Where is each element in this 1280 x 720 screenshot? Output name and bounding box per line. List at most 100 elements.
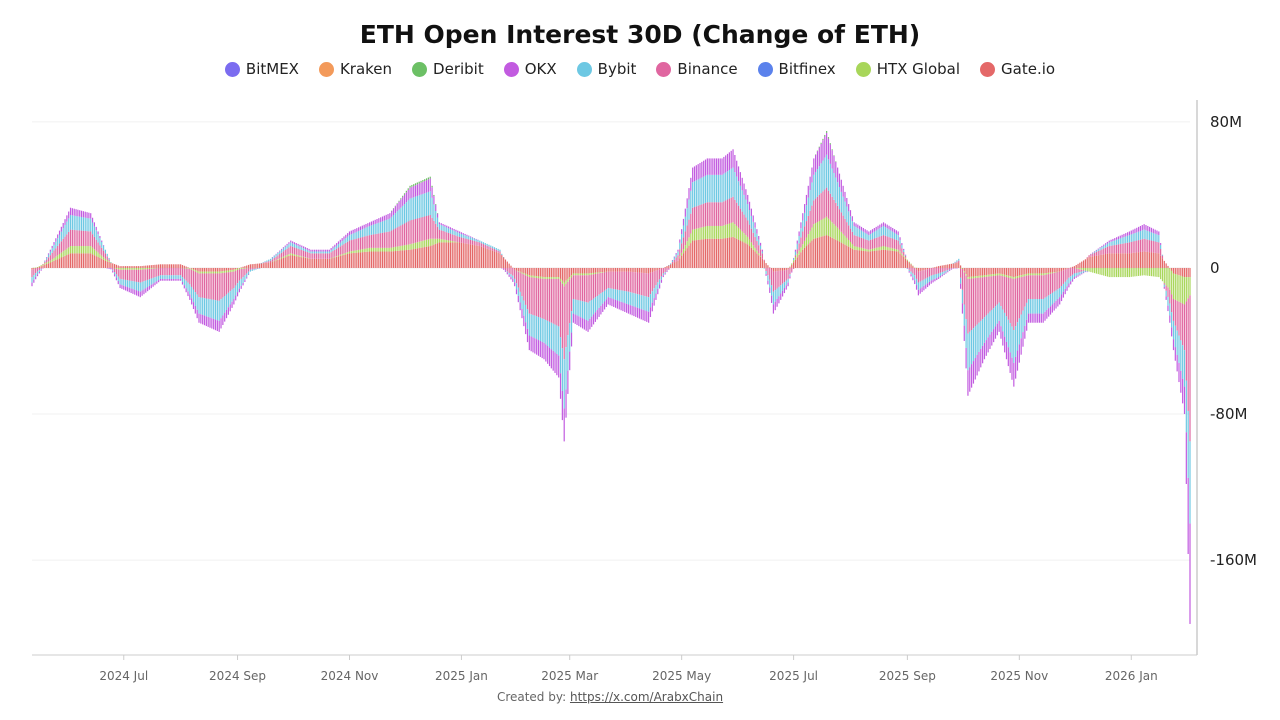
bar-bybit <box>400 207 402 226</box>
bar-okx <box>1033 313 1035 323</box>
bar-htx-global <box>864 248 866 252</box>
bar-okx <box>1152 228 1154 234</box>
bar-okx <box>759 242 762 246</box>
bar-htx-global <box>1005 275 1008 278</box>
bar-okx <box>1149 226 1151 232</box>
bar-okx <box>765 274 767 276</box>
bar-okx <box>244 280 246 282</box>
bar-gate-io <box>625 267 628 272</box>
bar-gate-io <box>213 267 215 272</box>
bar-htx-global <box>207 271 209 274</box>
bar-gate-io <box>1084 259 1086 268</box>
bar-bybit <box>391 216 393 231</box>
bar-okx <box>1150 227 1153 233</box>
bar-bybit <box>185 280 187 289</box>
bar-bybit <box>750 215 752 229</box>
legend-item-deribit[interactable]: Deribit <box>412 60 484 78</box>
legend-item-gate-io[interactable]: Gate.io <box>980 60 1055 78</box>
bar-bybit <box>181 277 184 283</box>
legend-item-kraken[interactable]: Kraken <box>318 60 392 78</box>
legend-item-okx[interactable]: OKX <box>503 60 557 78</box>
legend-item-binance[interactable]: Binance <box>656 60 738 78</box>
bar-binance <box>517 271 519 288</box>
bar-bybit <box>200 297 202 315</box>
bar-gate-io <box>624 267 626 272</box>
bar-gate-io <box>877 250 879 268</box>
bar-binance <box>359 237 362 250</box>
bar-okx <box>881 223 883 228</box>
legend-item-bitmex[interactable]: BitMEX <box>224 60 299 78</box>
legend-item-bybit[interactable]: Bybit <box>576 60 636 78</box>
bar-gate-io <box>284 257 286 268</box>
bar-okx <box>906 268 908 269</box>
bar-binance <box>240 268 242 279</box>
bar-okx <box>787 282 789 287</box>
bar-gate-io <box>776 267 778 272</box>
bar-bybit <box>614 289 617 300</box>
bar-okx <box>475 238 477 240</box>
bar-htx-global <box>587 273 589 276</box>
bar-bybit <box>552 323 554 351</box>
bar-gate-io <box>543 267 545 278</box>
bar-okx <box>682 218 685 226</box>
bar-okx <box>84 211 86 218</box>
bar-binance <box>1081 269 1083 272</box>
bar-gate-io <box>1167 265 1169 268</box>
bar-okx <box>559 373 562 399</box>
bar-htx-global <box>378 247 380 252</box>
bar-bybit <box>343 239 345 245</box>
bar-htx-global <box>102 257 105 260</box>
bar-binance <box>565 284 567 348</box>
bar-bybit <box>642 295 644 310</box>
bar-bybit <box>948 269 951 271</box>
bar-htx-global <box>229 270 231 273</box>
bar-binance <box>345 242 347 253</box>
legend-item-htx-global[interactable]: HTX Global <box>855 60 960 78</box>
bar-binance <box>51 252 53 260</box>
bar-okx <box>47 253 50 255</box>
bar-gate-io <box>477 245 479 268</box>
bar-okx <box>1062 291 1064 298</box>
bar-binance <box>816 196 819 223</box>
bar-binance <box>1160 249 1162 256</box>
bar-bybit <box>1128 235 1131 243</box>
bar-okx <box>137 291 140 297</box>
bar-htx-global <box>574 273 576 276</box>
bar-binance <box>534 277 536 316</box>
bar-htx-global <box>1163 267 1165 284</box>
bar-binance <box>855 235 857 247</box>
bar-gate-io <box>888 250 890 268</box>
bar-htx-global <box>192 269 195 271</box>
bar-okx <box>923 285 925 291</box>
bar-bybit <box>449 229 452 234</box>
bar-binance <box>192 270 195 290</box>
bar-htx-global <box>791 263 793 265</box>
bar-okx <box>748 201 751 210</box>
bar-binance <box>337 247 340 256</box>
bar-okx <box>631 305 633 316</box>
bar-htx-global <box>745 235 747 244</box>
bar-gate-io <box>134 266 136 268</box>
bar-bybit <box>1055 290 1057 301</box>
bar-okx <box>174 278 176 281</box>
legend-item-bitfinex[interactable]: Bitfinex <box>757 60 836 78</box>
bar-okx <box>816 151 819 170</box>
bar-okx <box>304 247 307 250</box>
bar-okx <box>985 340 987 356</box>
bar-htx-global <box>754 247 756 252</box>
bar-okx <box>1053 302 1055 311</box>
bar-htx-global <box>800 247 802 253</box>
bar-gate-io <box>592 267 595 273</box>
bar-gate-io <box>719 238 721 268</box>
bar-okx <box>767 280 769 285</box>
bar-binance <box>993 275 995 309</box>
bar-bybit <box>1115 239 1118 245</box>
bar-htx-global <box>53 258 55 261</box>
bar-htx-global <box>1121 267 1123 278</box>
bar-okx <box>424 180 426 194</box>
footer-credit-link[interactable]: https://x.com/ArabxChain <box>569 690 724 704</box>
bar-okx <box>473 238 475 239</box>
bar-okx <box>563 408 565 442</box>
bar-gate-io <box>1044 267 1046 274</box>
bar-okx <box>446 225 448 228</box>
